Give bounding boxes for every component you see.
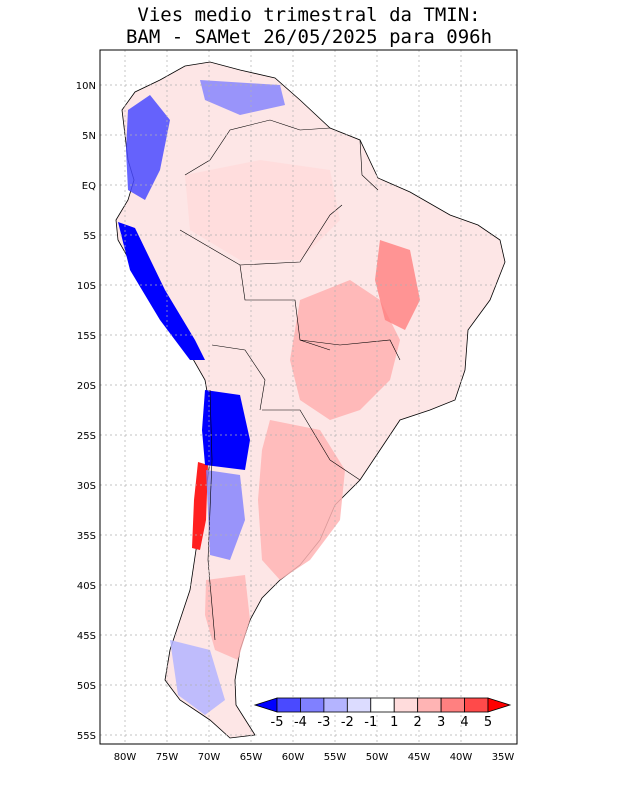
lat-tick-label: 40S — [77, 581, 96, 592]
cool-bias-peru-coast — [118, 222, 205, 360]
lon-tick-label: 50W — [366, 752, 389, 763]
warm-bias-south — [258, 420, 345, 580]
warm-bias-chile — [192, 462, 208, 550]
lat-tick-label: 35S — [77, 531, 96, 542]
lat-tick-label: 15S — [77, 331, 96, 342]
lat-tick-label: 25S — [77, 431, 96, 442]
colorbar-label: 3 — [437, 715, 445, 730]
lon-tick-label: 45W — [408, 752, 431, 763]
lat-tick-label: 30S — [77, 481, 96, 492]
colorbar-label: -2 — [341, 715, 354, 730]
lat-tick-label: EQ — [82, 181, 96, 192]
lon-tick-label: 60W — [282, 752, 305, 763]
lat-tick-label: 20S — [77, 381, 96, 392]
cool-bias-andes-north — [126, 95, 170, 200]
map-content — [115, 61, 506, 739]
lon-tick-label: 35W — [492, 752, 515, 763]
colorbar-box — [440, 697, 465, 713]
colorbar-label: -5 — [271, 715, 284, 730]
lat-tick-label: 5S — [83, 231, 96, 242]
colorbar-label: 2 — [414, 715, 422, 730]
colorbar-box — [276, 697, 301, 713]
warm-bias-northeast — [375, 240, 420, 330]
colorbar-box — [346, 697, 372, 713]
colorbar-box — [323, 697, 348, 713]
colorbar-box — [300, 697, 325, 713]
lat-tick-label: 5N — [82, 131, 96, 142]
colorbar-box — [393, 697, 419, 713]
cool-bias-central-andes — [206, 470, 245, 560]
lat-tick-label: 10S — [77, 281, 96, 292]
colorbar-label: 5 — [484, 715, 492, 730]
colorbar: -5 -4 -3 -2 -1 1 2 3 4 5 — [253, 697, 512, 730]
lat-tick-label: 45S — [77, 631, 96, 642]
warm-bias-interior — [290, 280, 400, 420]
lat-tick-label: 55S — [77, 731, 96, 742]
lat-tick-labels: 10N 5N EQ 5S 10S 15S 20S 25S 30S 35S 40S… — [76, 81, 96, 742]
lat-tick-label: 10N — [76, 81, 96, 92]
lat-tick-label: 50S — [77, 681, 96, 692]
cool-bias-atacama — [202, 390, 250, 470]
country-borders — [179, 119, 401, 641]
graticule — [100, 50, 517, 744]
map-title-line2: BAM - SAMet 26/05/2025 para 096h — [125, 26, 493, 48]
warm-bias-patagonia — [205, 575, 250, 660]
cool-bias-caribbean — [200, 80, 285, 115]
colorbar-box — [417, 697, 442, 713]
colorbar-label: 1 — [390, 715, 398, 730]
cool-bias-patagonia-south — [170, 640, 225, 715]
lon-tick-label: 40W — [450, 752, 473, 763]
lon-tick-label: 75W — [156, 752, 179, 763]
colorbar-arrow-high — [487, 697, 512, 713]
colorbar-label: -1 — [364, 715, 377, 730]
colorbar-label: -3 — [317, 715, 330, 730]
lon-tick-label: 70W — [198, 752, 221, 763]
colorbar-box — [370, 697, 395, 713]
map-frame — [99, 49, 518, 745]
map-title-line1: Vies medio trimestral da TMIN: — [137, 4, 481, 26]
colorbar-label: -4 — [294, 715, 307, 730]
colorbar-label: 4 — [460, 715, 468, 730]
lon-tick-labels: 80W 75W 70W 65W 60W 55W 50W 45W 40W 35W — [114, 752, 515, 763]
lon-tick-label: 65W — [240, 752, 263, 763]
lon-tick-label: 80W — [114, 752, 137, 763]
lon-tick-label: 55W — [324, 752, 347, 763]
colorbar-box — [464, 697, 489, 713]
